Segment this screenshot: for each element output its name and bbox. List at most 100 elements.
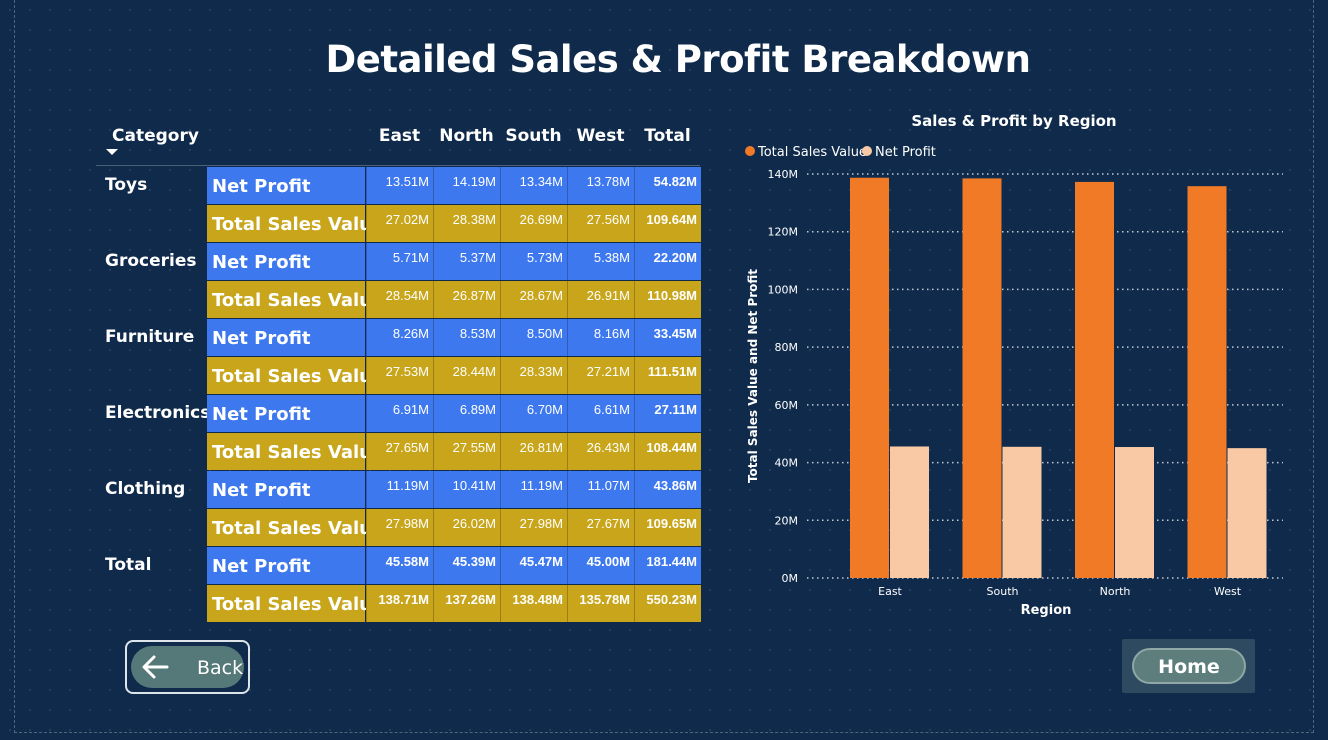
table-cell: 14.19M (433, 167, 500, 204)
x-axis-title: Region (1021, 603, 1072, 618)
table-cell: 110.98M (634, 281, 701, 318)
legend-marker (745, 146, 755, 156)
legend-label: Total Sales Value (757, 145, 867, 160)
y-tick-label: 120M (768, 226, 799, 239)
metric-net-profit: Net Profit (207, 243, 365, 280)
metric-total-sales-value: Total Sales Value (207, 509, 384, 546)
table-cell: 109.64M (634, 205, 701, 242)
metric-net-profit: Net Profit (207, 167, 365, 204)
table-row: Total Sales Value 27.53M 28.44M 28.33M 27.21… (96, 357, 701, 394)
table-cell: 26.69M (500, 205, 567, 242)
header-divider (96, 165, 700, 166)
x-tick-label: East (878, 585, 902, 598)
column-header-total[interactable]: Total (644, 126, 691, 146)
table-cell: 22.20M (634, 243, 701, 280)
table-cell: 138.71M (366, 585, 433, 622)
table-cell: 45.00M (567, 547, 634, 584)
y-tick-label: 0M (782, 572, 799, 585)
table-cell: 27.55M (433, 433, 500, 470)
back-button-label: Back (197, 657, 244, 679)
bar-total-sales-value (1187, 186, 1227, 578)
category-label[interactable]: Groceries (105, 251, 197, 271)
y-tick-label: 140M (768, 168, 799, 181)
table-cell: 13.51M (366, 167, 433, 204)
table-cell: 111.51M (634, 357, 701, 394)
table-cell: 27.56M (567, 205, 634, 242)
bar-total-sales-value (1075, 181, 1114, 578)
page-title: Detailed Sales & Profit Breakdown (325, 38, 1031, 81)
category-label[interactable]: Toys (105, 175, 148, 195)
category-label[interactable]: Total (105, 555, 152, 575)
metric-total-sales-value: Total Sales Value (207, 281, 384, 318)
table-cell: 27.67M (567, 509, 634, 546)
table-cell: 10.41M (433, 471, 500, 508)
metric-total-sales-value: Total Sales Value (207, 357, 384, 394)
sort-descending-icon[interactable] (106, 149, 118, 155)
table-cell: 28.38M (433, 205, 500, 242)
back-button-pill[interactable]: Back (131, 646, 244, 688)
back-button[interactable]: Back (125, 640, 250, 694)
category-label[interactable]: Clothing (105, 479, 186, 499)
table-row: Total Net Profit 45.58M 45.39M 45.47M 45.00M 1… (96, 547, 701, 584)
table-cell: 27.21M (567, 357, 634, 394)
table-cell: 5.73M (500, 243, 567, 280)
home-button[interactable]: Home (1122, 639, 1255, 693)
table-row: Toys Net Profit 13.51M 14.19M 13.34M 13.78M 54… (96, 167, 701, 204)
table-cell: 28.44M (433, 357, 500, 394)
table-cell: 28.54M (366, 281, 433, 318)
table-cell: 6.91M (366, 395, 433, 432)
table-cell: 27.11M (634, 395, 701, 432)
table-cell: 138.48M (500, 585, 567, 622)
category-label[interactable]: Furniture (105, 327, 195, 347)
table-cell: 181.44M (634, 547, 701, 584)
bar-net-profit (1002, 446, 1042, 578)
table-row: Total Sales Value 27.65M 27.55M 26.81M 26.43… (96, 433, 701, 470)
y-axis-title: Total Sales Value and Net Profit (746, 269, 760, 483)
column-header-south[interactable]: South (505, 126, 562, 146)
table-row: Groceries Net Profit 5.71M 5.37M 5.73M 5.38M 2… (96, 243, 701, 280)
table-cell: 8.16M (567, 319, 634, 356)
table-cell: 26.81M (500, 433, 567, 470)
table-cell: 13.34M (500, 167, 567, 204)
table-cell: 28.67M (500, 281, 567, 318)
table-cell: 108.44M (634, 433, 701, 470)
category-label[interactable]: Electronics (105, 403, 211, 423)
table-cell: 27.98M (366, 509, 433, 546)
table-cell: 135.78M (567, 585, 634, 622)
column-header-west[interactable]: West (576, 126, 625, 146)
left-arrow-icon (142, 655, 169, 679)
metric-net-profit: Net Profit (207, 319, 365, 356)
bar-net-profit (890, 446, 929, 578)
table-cell: 26.87M (433, 281, 500, 318)
metric-total-sales-value: Total Sales Value (207, 205, 384, 242)
table-cell: 8.26M (366, 319, 433, 356)
y-tick-label: 80M (775, 341, 799, 354)
y-tick-label: 60M (775, 399, 799, 412)
table-row: Electronics Net Profit 6.91M 6.89M 6.70M 6.61… (96, 395, 701, 432)
table-cell: 109.65M (634, 509, 701, 546)
metric-net-profit: Net Profit (207, 547, 365, 584)
x-tick-label: West (1214, 585, 1242, 598)
home-button-label[interactable]: Home (1132, 648, 1246, 684)
column-header-east[interactable]: East (378, 126, 421, 146)
bar-total-sales-value (850, 177, 889, 578)
table-cell: 27.02M (366, 205, 433, 242)
table-cell: 45.58M (366, 547, 433, 584)
bar-total-sales-value (962, 178, 1002, 578)
table-cell: 5.37M (433, 243, 500, 280)
table-cell: 43.86M (634, 471, 701, 508)
y-tick-label: 20M (775, 514, 799, 527)
column-header-north[interactable]: North (439, 126, 494, 146)
table-cell: 27.53M (366, 357, 433, 394)
metric-total-sales-value: Total Sales Value (207, 585, 384, 622)
table-cell: 8.53M (433, 319, 500, 356)
category-column-header[interactable]: Category (112, 126, 199, 146)
table-cell: 26.91M (567, 281, 634, 318)
table-cell: 13.78M (567, 167, 634, 204)
table-cell: 8.50M (500, 319, 567, 356)
table-cell: 27.65M (366, 433, 433, 470)
table-cell: 550.23M (634, 585, 701, 622)
metric-net-profit: Net Profit (207, 395, 365, 432)
table-cell: 6.89M (433, 395, 500, 432)
table-cell: 11.19M (500, 471, 567, 508)
